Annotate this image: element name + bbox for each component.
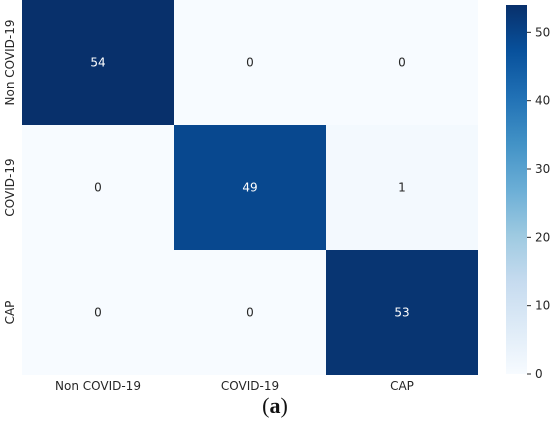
colorbar-tick-label: 40: [535, 94, 550, 108]
heatmap-cells: [22, 0, 478, 375]
heatmap-cell: [326, 125, 478, 250]
y-tick-label: CAP: [3, 301, 17, 325]
y-tick-label: Non COVID-19: [3, 20, 17, 106]
colorbar-tick-label: 10: [535, 299, 550, 313]
heatmap-cell: [22, 125, 174, 250]
colorbar-tick-label: 50: [535, 25, 550, 39]
cell-value-label: 53: [394, 306, 409, 320]
heatmap-cell: [174, 0, 326, 125]
y-tick-label: COVID-19: [3, 158, 17, 216]
x-tick-label: Non COVID-19: [55, 379, 141, 390]
heatmap-cell: [326, 250, 478, 375]
x-tick-label: CAP: [390, 379, 414, 390]
cell-value-label: 54: [90, 56, 105, 70]
cell-value-label: 0: [94, 306, 102, 320]
confusion-matrix-chart: 54 0 00 49 10 0 53 Non COVID-19 COVID-19 CAP Non…: [3, 0, 550, 390]
colorbar: [506, 5, 527, 374]
heatmap-cell: [22, 0, 174, 125]
cell-value-label: 0: [246, 56, 254, 70]
cell-value-label: 0: [246, 306, 254, 320]
x-tick-label: COVID-19: [221, 379, 279, 390]
cell-value-label: 1: [398, 181, 406, 195]
cell-value-label: 0: [398, 56, 406, 70]
cell-value-label: 49: [242, 181, 257, 195]
y-axis-tick-labels: Non COVID-19 COVID-19 CAP: [3, 20, 17, 325]
heatmap-cell: [174, 250, 326, 375]
colorbar-ticks: 0 10 20 30 40 50: [527, 25, 550, 381]
figure-caption: (a): [262, 393, 288, 418]
colorbar-tick-label: 20: [535, 230, 550, 244]
heatmap-cell: [174, 125, 326, 250]
colorbar-tick-label: 30: [535, 162, 550, 176]
heatmap-cell-labels: 54 0 0 0 49 1 0 0 53: [90, 56, 409, 320]
heatmap-cell: [326, 0, 478, 125]
heatmap-cell: [22, 250, 174, 375]
x-axis-tick-labels: Non COVID-19 COVID-19 CAP: [55, 379, 414, 390]
caption-letter: a: [269, 393, 281, 418]
colorbar-tick-label: 0: [535, 367, 543, 381]
cell-value-label: 0: [94, 181, 102, 195]
